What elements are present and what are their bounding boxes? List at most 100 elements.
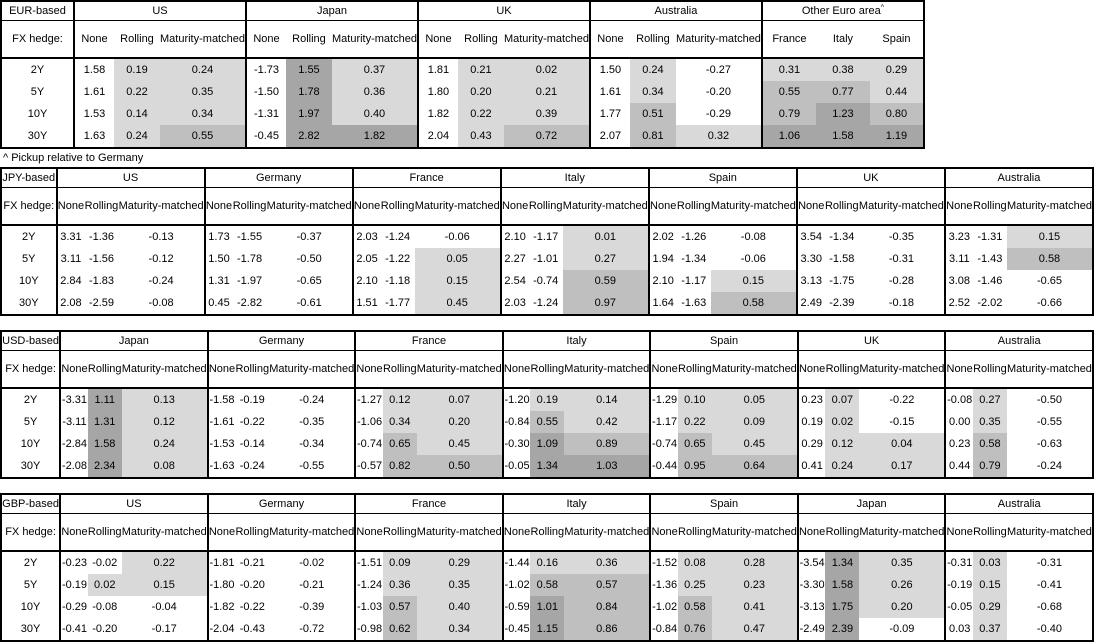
value-cell: 0.10	[677, 388, 712, 411]
value-cell: 2.27	[499, 248, 529, 270]
value-cell: 1.82	[331, 125, 418, 148]
country-header: Australia	[943, 168, 1093, 188]
country-header: UK	[416, 1, 590, 21]
hedge-column-header: Rolling	[87, 513, 122, 552]
value-cell: 0.45	[711, 433, 798, 455]
value-cell: 2.03	[499, 292, 529, 315]
fx-hedge-row-label: FX hedge:	[1, 20, 74, 59]
value-cell: -1.56	[88, 253, 115, 265]
value-cell: -0.74	[354, 433, 383, 455]
hedge-column-header: None	[59, 513, 88, 552]
value-cell: 0.39	[503, 103, 590, 125]
hedge-column-header: Maturity-matched	[562, 187, 649, 226]
hedge-column-header: Rolling	[114, 20, 160, 59]
value-cell: 0.14	[114, 103, 160, 125]
value-cell: 2.49	[795, 292, 825, 315]
value-cell: 0.29	[869, 58, 924, 81]
hedge-column-header: Rolling	[84, 187, 119, 226]
hedge-column-header: Rolling	[629, 20, 676, 59]
value-cell: -0.55	[1036, 416, 1062, 428]
value-cell: 0.15	[972, 574, 1007, 596]
value-cell: -1.06	[354, 411, 383, 433]
hedge-column-header: Rolling	[87, 350, 122, 389]
value-cell: -0.24	[299, 394, 325, 406]
tenor-label: 10Y	[27, 108, 48, 120]
value-cell: 1.82	[416, 103, 458, 125]
value-cell: -0.29	[705, 108, 731, 120]
value-cell: 3.08	[943, 270, 973, 292]
value-cell: 0.55	[530, 411, 565, 433]
value-cell: 0.62	[382, 618, 417, 641]
value-cell: 0.34	[382, 411, 417, 433]
hedge-column-header: Rolling	[676, 187, 711, 226]
value-cell: -0.05	[944, 596, 973, 618]
hedge-column-header: Rolling	[528, 187, 563, 226]
hedge-column-header: None	[73, 20, 114, 59]
value-cell: 0.57	[382, 596, 417, 618]
hedge-column-header: Maturity-matched	[414, 187, 501, 226]
value-cell: 0.36	[564, 551, 651, 574]
table-row: 30Y 1.63 0.24 0.55 -0.45 2.82 1.82 2.04 0.43 0.72…	[1, 125, 924, 148]
value-cell: 0.41	[711, 596, 798, 618]
value-cell: -0.13	[148, 231, 174, 243]
hedge-column-header: Maturity-matched	[266, 187, 353, 226]
tenor-label: 5Y	[22, 253, 36, 265]
value-cell: 0.37	[972, 618, 1007, 641]
country-header: Australia	[944, 494, 1093, 514]
value-cell: -1.61	[206, 411, 236, 433]
value-cell: 2.07	[588, 125, 630, 148]
hedge-column-header: Rolling	[677, 350, 712, 389]
value-cell: 1.58	[825, 574, 860, 596]
value-cell: 0.72	[503, 125, 590, 148]
country-header: Spain	[647, 168, 797, 188]
country-header: Germany	[206, 494, 356, 514]
value-cell: 0.12	[121, 411, 208, 433]
value-cell: 0.22	[121, 551, 208, 574]
value-cell: -0.22	[889, 394, 915, 406]
value-cell: -2.84	[59, 433, 88, 455]
value-cell: 0.24	[160, 58, 246, 81]
table-row: 2Y 3.31 -1.36 -0.13 1.73 -1.55 -0.37 2.03 -1.24 -…	[1, 225, 1093, 248]
value-cell: 0.31	[760, 58, 816, 81]
value-cell: 2.54	[499, 270, 529, 292]
value-cell: 0.35	[160, 81, 246, 103]
value-cell: -3.31	[59, 388, 88, 411]
value-cell: 1.03	[564, 455, 651, 478]
value-cell: 3.54	[795, 225, 825, 248]
value-cell: -1.43	[977, 253, 1003, 265]
value-cell: -1.17	[681, 275, 707, 287]
value-cell: 2.02	[647, 225, 677, 248]
value-cell: 0.41	[796, 455, 826, 478]
value-cell: -0.31	[1036, 557, 1062, 569]
country-header: UK	[796, 331, 946, 351]
hedge-column-header: Rolling	[457, 20, 504, 59]
value-cell: -1.97	[237, 275, 263, 287]
hedge-column-header: None	[55, 187, 85, 226]
value-cell: -1.20	[501, 388, 531, 411]
value-cell: -1.44	[501, 551, 531, 574]
fx-hedge-row-label: FX hedge:	[1, 187, 57, 226]
value-cell: -0.06	[740, 253, 766, 265]
value-cell: 3.11	[943, 248, 973, 270]
country-header: Japan	[796, 494, 946, 514]
hedge-column-header: Maturity-matched	[269, 350, 356, 389]
value-cell: -0.20	[705, 86, 731, 98]
value-cell: -1.80	[206, 574, 236, 596]
value-cell: 0.12	[382, 388, 417, 411]
table-row: 30Y 2.08 -2.59 -0.08 0.45 -2.82 -0.61 1.51 -1.77…	[1, 292, 1093, 315]
value-cell: -0.41	[59, 618, 88, 641]
value-cell: -0.28	[888, 275, 914, 287]
hedge-column-header: Rolling	[677, 513, 712, 552]
value-cell: 0.19	[796, 411, 826, 433]
value-cell: -0.55	[299, 460, 325, 472]
value-cell: -1.81	[206, 551, 236, 574]
value-cell: -0.74	[533, 275, 559, 287]
eur-based-table-section: EUR-based US Japan UK Australia Other Euro ar…	[0, 0, 1094, 149]
hedge-column-header: None	[796, 350, 826, 389]
hedge-column-header: Rolling	[285, 20, 332, 59]
value-cell: 1.61	[73, 81, 114, 103]
value-cell: -1.34	[829, 231, 855, 243]
tenor-label: 30Y	[20, 460, 41, 472]
value-cell: 1.34	[825, 551, 860, 574]
country-header: France	[351, 168, 501, 188]
